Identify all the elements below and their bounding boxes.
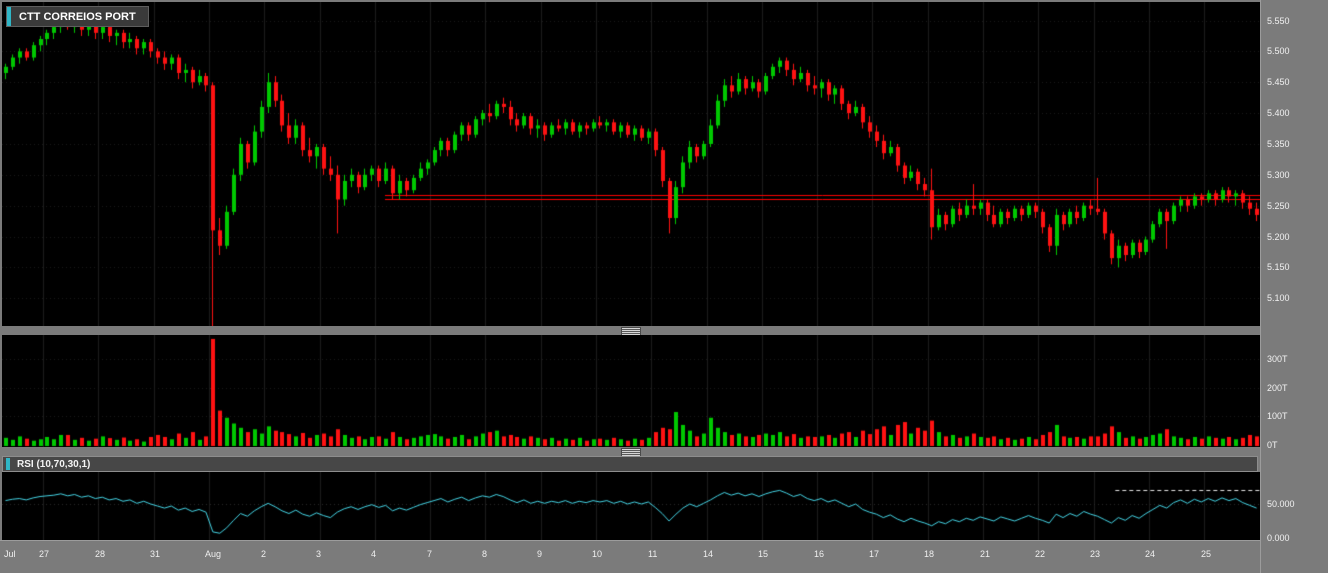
- rsi-tick-label: 50.000: [1267, 499, 1295, 509]
- date-label: 9: [537, 549, 543, 559]
- price-tick-label: 5.250: [1267, 201, 1290, 211]
- date-label: 24: [1145, 549, 1156, 559]
- rsi-chart-canvas[interactable]: [2, 472, 1260, 540]
- date-label: 10: [592, 549, 603, 559]
- price-tick-label: 5.300: [1267, 170, 1290, 180]
- price-tick-label: 5.200: [1267, 232, 1290, 242]
- rsi-header-label: RSI (10,70,30,1): [17, 458, 91, 470]
- volume-tick-label: 0T: [1267, 440, 1278, 450]
- volume-tick-label: 300T: [1267, 354, 1288, 364]
- volume-tick-label: 200T: [1267, 383, 1288, 393]
- volume-panel[interactable]: [2, 335, 1260, 447]
- date-label: 21: [980, 549, 991, 559]
- date-label: 2: [261, 549, 267, 559]
- price-chart-canvas[interactable]: [2, 2, 1260, 326]
- volume-chart-canvas[interactable]: [2, 335, 1260, 447]
- date-label: 14: [703, 549, 714, 559]
- date-label: Jul: [4, 549, 16, 559]
- date-label: 15: [758, 549, 769, 559]
- price-tick-label: 5.500: [1267, 46, 1290, 56]
- date-label: 3: [316, 549, 322, 559]
- date-label: 17: [869, 549, 880, 559]
- date-label: 28: [95, 549, 106, 559]
- symbol-badge-accent: [7, 7, 11, 26]
- price-tick-label: 5.550: [1267, 16, 1290, 26]
- date-label: 16: [814, 549, 825, 559]
- date-label: 18: [924, 549, 935, 559]
- volume-tick-label: 100T: [1267, 411, 1288, 421]
- symbol-label: CTT CORREIOS PORT: [19, 10, 136, 23]
- date-label: 31: [150, 549, 161, 559]
- date-label: 25: [1201, 549, 1212, 559]
- price-tick-label: 5.100: [1267, 293, 1290, 303]
- date-axis[interactable]: Jul 27 28 31 Aug 2 3 4 7 8 9 10 11 14 15 16 17 18 21 22 23 24…: [0, 540, 1260, 573]
- date-label: 4: [371, 549, 377, 559]
- rsi-header[interactable]: RSI (10,70,30,1): [2, 456, 1258, 472]
- price-tick-label: 5.150: [1267, 262, 1290, 272]
- price-tick-label: 5.450: [1267, 77, 1290, 87]
- date-label: 23: [1090, 549, 1101, 559]
- price-tick-label: 5.350: [1267, 139, 1290, 149]
- price-tick-label: 5.400: [1267, 108, 1290, 118]
- date-label: 11: [648, 549, 658, 559]
- date-label: 8: [482, 549, 488, 559]
- date-label: 22: [1035, 549, 1046, 559]
- date-label: 27: [39, 549, 50, 559]
- symbol-badge[interactable]: CTT CORREIOS PORT: [6, 6, 149, 27]
- value-axis[interactable]: 5.550 5.500 5.450 5.400 5.350 5.300 5.250 5.200…: [1260, 0, 1328, 573]
- rsi-panel[interactable]: [2, 472, 1260, 540]
- date-label: 7: [427, 549, 433, 559]
- panel-splitter-price-volume[interactable]: [2, 326, 1260, 336]
- panel-splitter-volume-rsi[interactable]: [2, 447, 1260, 457]
- price-panel[interactable]: [2, 2, 1260, 326]
- rsi-header-accent: [6, 458, 10, 470]
- rsi-tick-label: 0.000: [1267, 533, 1290, 543]
- date-label: Aug: [205, 549, 222, 559]
